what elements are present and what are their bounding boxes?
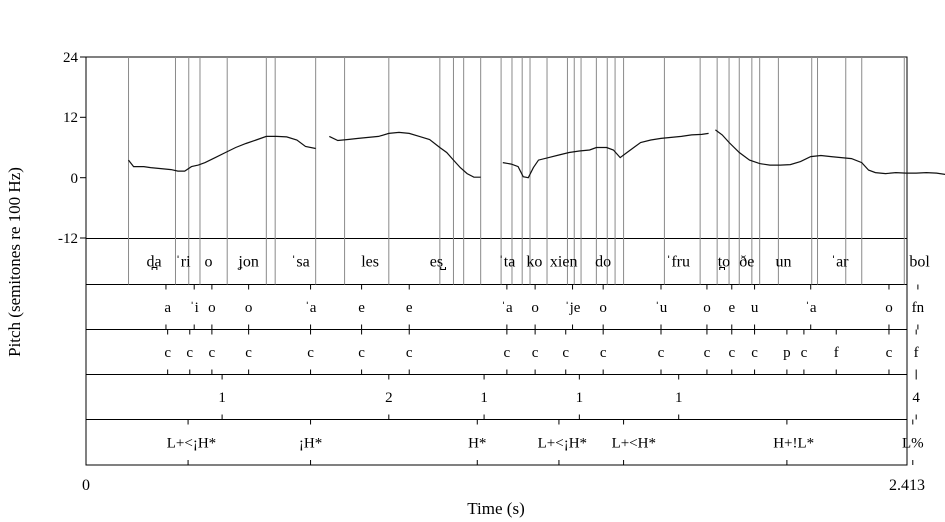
pitch-contour-segment [715,129,945,176]
tier-label: c [504,345,511,361]
tier-label: c [728,345,735,361]
tier-label: es̺ [430,254,446,272]
tier-label: e [728,300,735,316]
tier-label: o [885,300,893,316]
tier-syllables: d̪a ˈri o ʝon ˈsa les es̺ ˈta ko xien do ˈfru t̪o ðe u… [146,254,930,272]
tier-label: c [886,345,893,361]
tier-label: les [361,254,379,271]
tier-label: e [406,300,413,316]
tier-label: c [164,345,171,361]
tier-label: xien [550,254,578,271]
tier-label: ˈri [175,254,191,271]
tier-label: fn [912,300,925,316]
tier-label: ˈta [498,254,515,271]
tier-label: 2 [385,390,393,406]
tier-label: c [801,345,808,361]
tier-label: c [307,345,314,361]
tier-label: ˈa [305,300,317,316]
x-tick-label: 0 [82,477,90,494]
tier-label: c [406,345,413,361]
tier-label: ˈfru [666,254,690,271]
tier-label: o [204,254,212,271]
tier-label: H* [468,435,486,451]
x-axis: 0 2.413 Time (s) [82,477,925,518]
tier-label: L% [902,435,924,451]
tier-label: c [245,345,252,361]
tier-label: H+!L* [773,435,814,451]
pitch-contour-segment [128,135,316,172]
y-tick-label: 24 [63,50,79,66]
tier-label: ˈa [805,300,817,316]
tier-label: o [208,300,216,316]
tier-label: o [703,300,711,316]
tier-break-indices: 1 2 1 1 1 4 [218,374,920,420]
tier-label: 4 [912,390,920,406]
tier-label: L+<¡H* [167,435,216,451]
tier-label: a [164,300,171,316]
pitch-contour-segment [502,132,709,179]
plot-frame [85,56,908,466]
tier-label: c [532,345,539,361]
tier-label: e [358,300,365,316]
tier-label: c [704,345,711,361]
tier-label: ko [526,254,542,271]
tier-label: p [783,345,791,361]
tier-label: un [775,254,791,271]
pitch-contour [128,129,945,179]
tier-label: 1 [675,390,683,406]
tier-label: ¡H* [299,435,322,451]
y-tick-label: 0 [71,171,79,187]
tier-label: bol [909,254,930,271]
y-axis: 24 12 0 -12 Pitch (semitones re 100 Hz) [5,50,86,357]
tier-tones: L+<¡H* ¡H* H* L+<¡H* L+<H* H+!L* L% [167,419,924,465]
tier-label: c [358,345,365,361]
tier-label: L+<H* [612,435,656,451]
tier-label: L+<¡H* [538,435,587,451]
y-tick-label: 12 [63,110,78,126]
segment-boundaries [128,57,905,285]
tier-label: do [595,254,611,271]
x-axis-label: Time (s) [467,499,524,518]
x-tick-label: 2.413 [889,477,925,494]
y-tick-label: -12 [58,231,78,247]
tier-label: o [531,300,539,316]
tier-label: 1 [576,390,584,406]
tier-label: ˈa [501,300,513,316]
tier-label: f [834,345,839,361]
tier-label: t̪o [718,254,730,272]
tier-label: f [914,345,919,361]
tier-vowels: a ˈi o o ˈa e e ˈa o ˈje o ˈu o e u ˈa o fn [164,284,925,330]
tier-label: o [599,300,607,316]
tier-label: ʝon [237,254,258,271]
tier-label: ˈi [190,300,199,316]
tier-label: o [245,300,253,316]
tier-label: ˈsa [291,254,310,271]
tier-label: d̪a [146,254,161,272]
tier-label: ðe [739,254,754,271]
tier-label: c [658,345,665,361]
annotation-tiers: d̪a ˈri o ʝon ˈsa les es̺ ˈta ko xien do ˈfru t̪o ðe u… [146,254,930,465]
pitch-contour-segment [329,131,481,178]
tier-label: ˈar [831,254,849,271]
tier-label: c [209,345,216,361]
tier-label: 1 [218,390,226,406]
tier-label: c [600,345,607,361]
tier-label: 1 [480,390,488,406]
tier-label: c [751,345,758,361]
tier-label: ˈje [565,300,581,316]
tier-label: c [186,345,193,361]
y-axis-label: Pitch (semitones re 100 Hz) [5,167,24,357]
tier-label: ˈu [655,300,668,316]
tier-label: c [562,345,569,361]
tier-label: u [751,300,759,316]
